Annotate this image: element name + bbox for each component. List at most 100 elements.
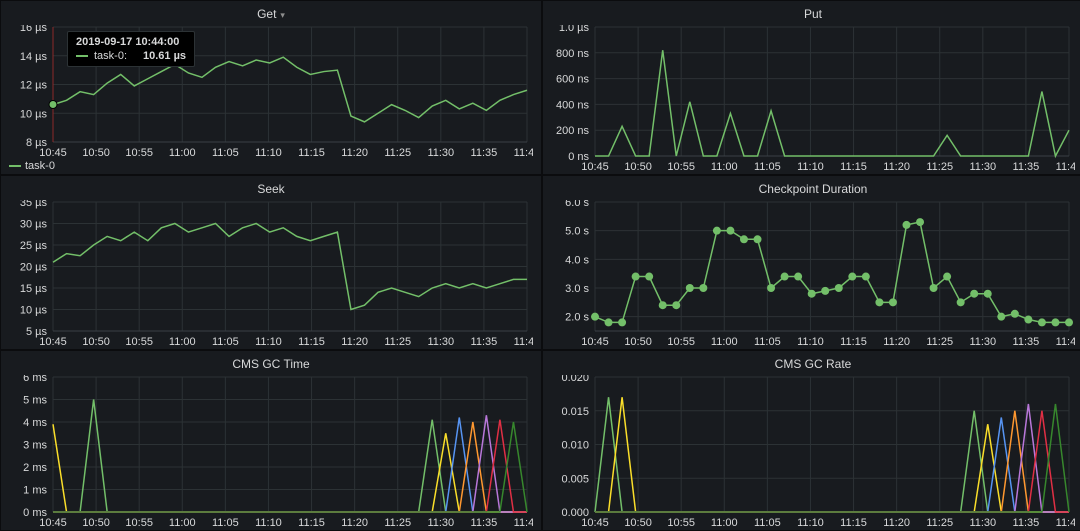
svg-text:10:55: 10:55 bbox=[667, 517, 695, 529]
panel-title[interactable]: Seek bbox=[9, 180, 533, 200]
svg-text:0.015: 0.015 bbox=[561, 406, 589, 418]
panel-title[interactable]: Put bbox=[551, 5, 1075, 25]
panel-put[interactable]: Put0 ns200 ns400 ns600 ns800 ns1.0 µs10:… bbox=[542, 0, 1080, 175]
plot-area[interactable]: 5 µs10 µs15 µs20 µs25 µs30 µs35 µs10:451… bbox=[9, 200, 533, 349]
svg-text:16 µs: 16 µs bbox=[20, 25, 48, 34]
svg-text:11:15: 11:15 bbox=[840, 517, 867, 529]
svg-text:11:00: 11:00 bbox=[711, 336, 738, 348]
panel-title[interactable]: Get▾ bbox=[9, 5, 533, 25]
svg-text:2 ms: 2 ms bbox=[23, 462, 47, 474]
svg-text:11:10: 11:10 bbox=[797, 161, 824, 173]
svg-text:11:40: 11:40 bbox=[1056, 336, 1075, 348]
svg-text:10:45: 10:45 bbox=[39, 147, 67, 159]
svg-text:3 ms: 3 ms bbox=[23, 440, 47, 452]
svg-text:2.0 s: 2.0 s bbox=[565, 312, 589, 324]
panel-title-text: CMS GC Rate bbox=[775, 357, 852, 371]
svg-text:11:20: 11:20 bbox=[883, 517, 910, 529]
svg-text:11:30: 11:30 bbox=[427, 147, 454, 159]
panel-title[interactable]: CMS GC Rate bbox=[551, 355, 1075, 375]
svg-text:11:35: 11:35 bbox=[1013, 161, 1040, 173]
plot-area[interactable]: 8 µs10 µs12 µs14 µs16 µs10:4510:5010:551… bbox=[9, 25, 533, 174]
svg-text:10:45: 10:45 bbox=[39, 336, 67, 348]
svg-text:200 ns: 200 ns bbox=[556, 125, 590, 137]
svg-text:11:15: 11:15 bbox=[298, 517, 325, 529]
svg-text:15 µs: 15 µs bbox=[20, 283, 48, 295]
svg-text:11:20: 11:20 bbox=[883, 161, 910, 173]
svg-text:10:55: 10:55 bbox=[125, 517, 153, 529]
svg-text:11:00: 11:00 bbox=[711, 517, 738, 529]
svg-text:5 ms: 5 ms bbox=[23, 395, 47, 407]
svg-text:11:00: 11:00 bbox=[169, 517, 196, 529]
svg-text:0.020: 0.020 bbox=[561, 375, 589, 384]
svg-text:10:55: 10:55 bbox=[667, 161, 695, 173]
svg-text:10 µs: 10 µs bbox=[20, 108, 48, 120]
svg-text:6.0 s: 6.0 s bbox=[565, 200, 589, 209]
svg-text:11:25: 11:25 bbox=[384, 336, 411, 348]
svg-text:11:40: 11:40 bbox=[514, 147, 533, 159]
svg-text:3.0 s: 3.0 s bbox=[565, 283, 589, 295]
svg-text:11:25: 11:25 bbox=[384, 517, 411, 529]
svg-text:11:40: 11:40 bbox=[1056, 161, 1075, 173]
chart-svg: 2.0 s3.0 s4.0 s5.0 s6.0 s10:4510:5010:55… bbox=[551, 200, 1075, 349]
svg-text:1 ms: 1 ms bbox=[23, 485, 47, 497]
chart-svg: 0 ns200 ns400 ns600 ns800 ns1.0 µs10:451… bbox=[551, 25, 1075, 174]
svg-text:10:50: 10:50 bbox=[82, 517, 110, 529]
svg-text:11:15: 11:15 bbox=[840, 336, 867, 348]
svg-text:10:45: 10:45 bbox=[581, 161, 609, 173]
panel-seek[interactable]: Seek5 µs10 µs15 µs20 µs25 µs30 µs35 µs10… bbox=[0, 175, 542, 350]
svg-text:11:30: 11:30 bbox=[427, 517, 454, 529]
svg-text:11:35: 11:35 bbox=[471, 147, 498, 159]
panel-gc_time[interactable]: CMS GC Time0 ms1 ms2 ms3 ms4 ms5 ms6 ms1… bbox=[0, 350, 542, 531]
plot-area[interactable]: 2.0 s3.0 s4.0 s5.0 s6.0 s10:4510:5010:55… bbox=[551, 200, 1075, 349]
plot-area[interactable]: 0 ns200 ns400 ns600 ns800 ns1.0 µs10:451… bbox=[551, 25, 1075, 174]
svg-text:6 ms: 6 ms bbox=[23, 375, 47, 384]
panel-title-text: Put bbox=[804, 7, 822, 21]
svg-text:11:10: 11:10 bbox=[255, 147, 282, 159]
svg-text:11:05: 11:05 bbox=[212, 517, 239, 529]
svg-text:11:00: 11:00 bbox=[711, 161, 738, 173]
svg-text:11:10: 11:10 bbox=[255, 336, 282, 348]
panel-get[interactable]: Get▾8 µs10 µs12 µs14 µs16 µs10:4510:5010… bbox=[0, 0, 542, 175]
svg-text:4 ms: 4 ms bbox=[23, 417, 47, 429]
svg-text:10:50: 10:50 bbox=[624, 517, 652, 529]
svg-text:11:00: 11:00 bbox=[169, 147, 196, 159]
plot-area[interactable]: 0 ms1 ms2 ms3 ms4 ms5 ms6 ms10:4510:5010… bbox=[9, 375, 533, 530]
svg-text:11:20: 11:20 bbox=[883, 336, 910, 348]
svg-text:11:15: 11:15 bbox=[840, 161, 867, 173]
legend[interactable]: task-0 bbox=[9, 160, 55, 172]
svg-text:11:40: 11:40 bbox=[514, 517, 533, 529]
svg-text:11:30: 11:30 bbox=[427, 336, 454, 348]
panel-checkpoint[interactable]: Checkpoint Duration2.0 s3.0 s4.0 s5.0 s6… bbox=[542, 175, 1080, 350]
chart-svg: 5 µs10 µs15 µs20 µs25 µs30 µs35 µs10:451… bbox=[9, 200, 533, 349]
svg-text:10:45: 10:45 bbox=[581, 336, 609, 348]
svg-text:10 µs: 10 µs bbox=[20, 305, 48, 317]
svg-text:11:05: 11:05 bbox=[754, 336, 781, 348]
svg-text:5.0 s: 5.0 s bbox=[565, 226, 589, 238]
svg-text:11:20: 11:20 bbox=[341, 336, 368, 348]
svg-text:11:10: 11:10 bbox=[255, 517, 282, 529]
svg-text:10:50: 10:50 bbox=[624, 336, 652, 348]
svg-text:11:35: 11:35 bbox=[471, 517, 498, 529]
svg-text:400 ns: 400 ns bbox=[556, 99, 590, 111]
svg-text:11:00: 11:00 bbox=[169, 336, 196, 348]
svg-text:11:40: 11:40 bbox=[1056, 517, 1075, 529]
chart-svg: 0.0000.0050.0100.0150.02010:4510:5010:55… bbox=[551, 375, 1075, 530]
panel-title-text: Seek bbox=[257, 182, 284, 196]
panel-title[interactable]: CMS GC Time bbox=[9, 355, 533, 375]
svg-text:0.005: 0.005 bbox=[561, 473, 589, 485]
svg-text:10:55: 10:55 bbox=[667, 336, 695, 348]
svg-text:10:50: 10:50 bbox=[624, 161, 652, 173]
svg-text:11:30: 11:30 bbox=[969, 517, 996, 529]
panel-title-text: Get bbox=[257, 7, 276, 21]
svg-text:0.010: 0.010 bbox=[561, 440, 589, 452]
svg-text:11:05: 11:05 bbox=[754, 161, 781, 173]
svg-text:11:05: 11:05 bbox=[212, 336, 239, 348]
svg-text:25 µs: 25 µs bbox=[20, 240, 48, 252]
svg-text:11:15: 11:15 bbox=[298, 147, 325, 159]
svg-text:11:35: 11:35 bbox=[1013, 336, 1040, 348]
panel-title[interactable]: Checkpoint Duration bbox=[551, 180, 1075, 200]
panel-gc_rate[interactable]: CMS GC Rate0.0000.0050.0100.0150.02010:4… bbox=[542, 350, 1080, 531]
svg-text:11:25: 11:25 bbox=[926, 517, 953, 529]
plot-area[interactable]: 0.0000.0050.0100.0150.02010:4510:5010:55… bbox=[551, 375, 1075, 530]
chart-svg: 8 µs10 µs12 µs14 µs16 µs10:4510:5010:551… bbox=[9, 25, 533, 160]
